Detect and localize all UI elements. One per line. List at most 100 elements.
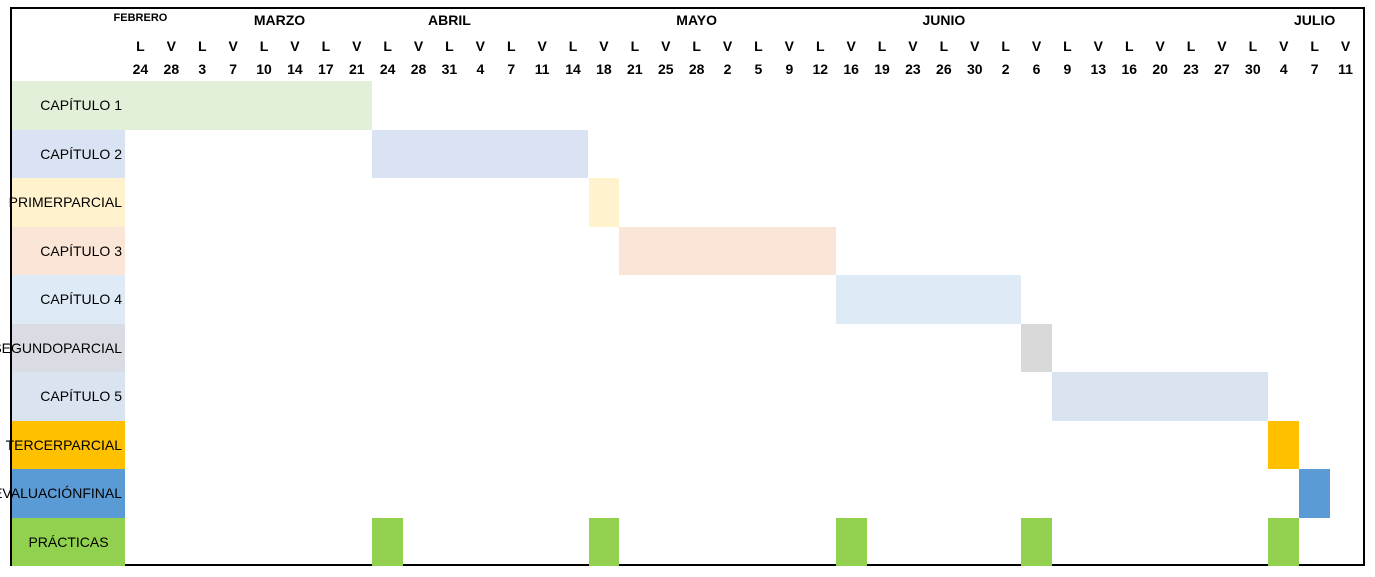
task-label: CAPÍTULO 5 [12,372,125,421]
task-label: CAPÍTULO 3 [12,226,125,275]
month-label: ABRIL [428,12,471,28]
month-label: MAYO [676,12,717,28]
day-label: 28 [688,61,705,77]
day-label: 7 [507,61,516,77]
task-bar [588,517,620,566]
task-label: PRIMER PARCIAL [9,178,125,227]
weekday-label: V [970,38,980,54]
day-label: 11 [1338,61,1353,77]
weekday-label: L [692,38,701,54]
task-label: EVALUACIÓN FINAL [0,469,125,518]
day-label: 14 [287,61,303,77]
day-label: 9 [1063,61,1072,77]
day-label: 6 [1032,61,1041,77]
weekday-label: L [1124,38,1134,54]
weekday-label: V [846,38,856,54]
weekday-label: L [1063,38,1072,54]
weekday-label: L [1310,38,1319,54]
task-label: CAPÍTULO 1 [12,81,125,130]
weekday-label: L [506,38,516,54]
weekday-label: L [321,38,331,54]
task-bar [1021,323,1052,372]
task-label: PRÁCTICAS [12,517,125,566]
day-label: 24 [379,61,396,77]
day-label: 28 [410,61,427,77]
weekday-label: L [259,38,269,54]
weekday-label: L [445,38,454,54]
weekday-label: V [1031,38,1042,54]
day-label: 13 [1090,61,1107,77]
weekday-label: L [939,38,949,54]
day-label: 19 [874,61,890,77]
day-label: 30 [966,61,983,77]
weekday-label: V [1155,38,1165,54]
weekday-label: V [475,38,486,54]
weekday-label: L [630,38,640,54]
day-label: 17 [318,61,334,77]
weekday-label: L [1001,38,1010,54]
task-bar [372,129,589,178]
task-bar [1021,517,1052,566]
day-label: 16 [1121,61,1138,77]
weekday-label: L [197,38,207,54]
weekday-label: V [290,38,300,54]
task-label: TERCER PARCIAL [6,420,125,469]
task-label: CAPÍTULO 2 [12,129,125,178]
weekday-label: V [599,38,609,54]
weekday-label: V [784,38,795,54]
day-label: 14 [565,61,581,77]
day-label: 24 [132,61,149,77]
day-label: 26 [936,61,952,77]
day-label: 5 [754,61,763,77]
weekday-label: V [166,38,177,54]
weekday-label: L [136,38,145,54]
weekday-label: V [1217,38,1227,54]
day-label: 23 [905,61,921,77]
day-label: 9 [785,61,794,77]
month-label: JULIO [1294,12,1336,28]
task-bar [1268,517,1300,566]
weekday-label: V [537,38,547,54]
day-label: 31 [441,61,458,77]
day-label: 16 [843,61,859,77]
day-label: 7 [229,61,238,77]
weekday-label: V [1093,38,1104,54]
day-label: 12 [812,61,829,77]
day-label: 7 [1310,61,1319,77]
day-label: 4 [1279,61,1288,77]
weekday-label: L [568,38,578,54]
task-label: SEGUNDOPARCIAL [0,323,125,372]
weekday-label: L [877,38,887,54]
day-label: 21 [348,61,365,77]
day-label: 3 [198,61,207,77]
month-label: FEBRERO [113,12,168,24]
weekday-label: V [661,38,671,54]
day-label: 27 [1214,61,1230,77]
weekday-label: V [908,38,918,54]
day-label: 20 [1152,61,1168,77]
weekday-label: L [815,38,825,54]
task-bar [835,517,867,566]
day-label: 2 [723,61,732,77]
task-label: CAPÍTULO 4 [12,275,125,324]
weekday-label: L [754,38,763,54]
weekday-label: L [383,38,392,54]
weekday-label: V [413,38,424,54]
weekday-label: L [1248,38,1258,54]
day-label: 23 [1183,61,1199,77]
day-label: 28 [163,61,180,77]
day-label: 30 [1245,61,1261,77]
month-label: MARZO [253,12,306,28]
task-bar [1052,372,1269,421]
day-label: 10 [256,61,272,77]
day-label: 2 [1001,61,1010,77]
day-label: 4 [476,61,485,77]
month-label: JUNIO [922,12,966,28]
weekday-label: V [228,38,238,54]
day-label: 11 [534,61,550,77]
task-bar [1299,469,1331,518]
day-label: 18 [596,61,612,77]
weekday-label: V [1340,38,1351,54]
task-bar [372,517,404,566]
task-bar [835,275,1022,324]
